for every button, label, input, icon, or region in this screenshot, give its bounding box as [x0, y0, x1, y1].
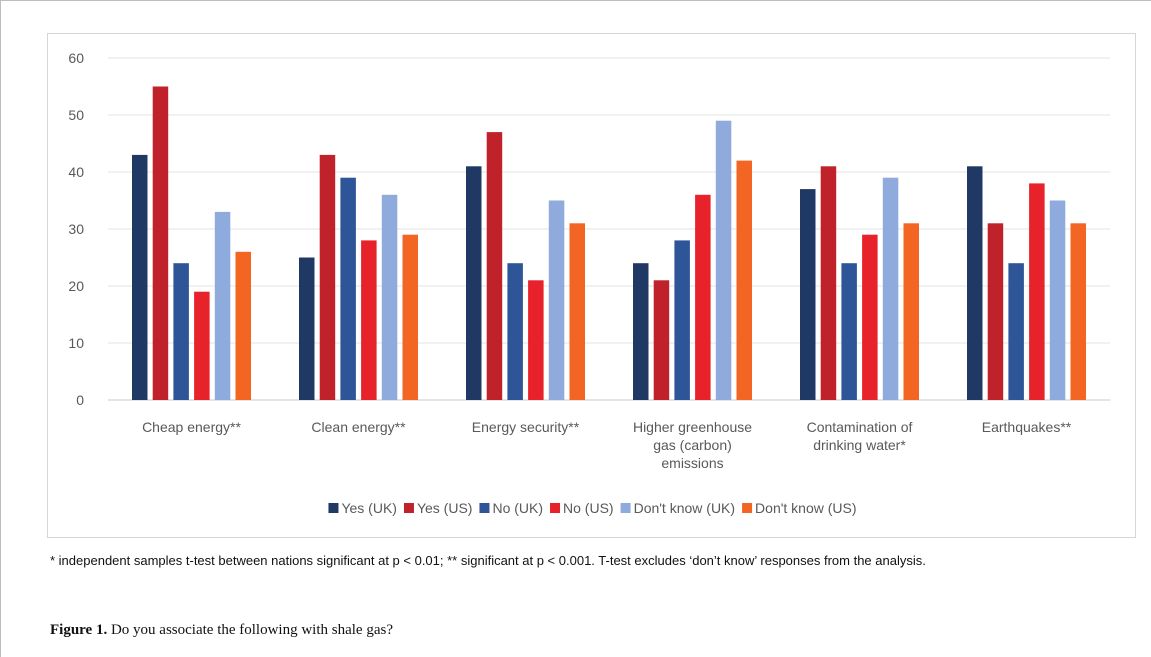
- bar: [569, 223, 585, 400]
- x-tick-label: Higher greenhouse: [633, 419, 752, 435]
- caption-text: Do you associate the following with shal…: [107, 622, 393, 638]
- figure-caption: Figure 1. Do you associate the following…: [50, 622, 393, 639]
- bar: [1070, 223, 1086, 400]
- legend-swatch: [742, 503, 753, 513]
- caption-label: Figure 1.: [50, 622, 108, 638]
- bar: [633, 263, 649, 400]
- x-tick-label: Cheap energy**: [142, 419, 241, 435]
- legend-label: No (UK): [492, 500, 543, 516]
- legend-label: No (US): [563, 500, 614, 516]
- bar: [340, 177, 356, 400]
- y-tick-label: 10: [68, 335, 84, 351]
- bar: [235, 251, 251, 400]
- bar: [1049, 200, 1066, 400]
- bar: [903, 223, 919, 400]
- bar: [548, 200, 565, 400]
- legend-swatch: [550, 503, 561, 513]
- chart-area: 0 10 20 30 40 50 60 Cheap energy** Clean energy*…: [47, 33, 1136, 538]
- x-tick-label: gas (carbon): [653, 437, 732, 453]
- bar: [820, 166, 837, 400]
- legend-swatch: [620, 503, 631, 513]
- bar: [402, 234, 418, 400]
- bar: [132, 154, 148, 400]
- x-tick-label: Contamination of: [807, 419, 913, 435]
- y-tick-label: 20: [68, 278, 84, 294]
- legend-swatch: [479, 503, 490, 513]
- legend-label: Don't know (US): [755, 500, 856, 516]
- bar: [507, 263, 523, 400]
- y-tick-label: 0: [76, 392, 84, 408]
- bar: [736, 160, 752, 400]
- y-tick-label: 50: [68, 107, 84, 123]
- footnote: * independent samples t-test between nat…: [50, 553, 926, 568]
- bar: [715, 120, 732, 400]
- bar: [194, 291, 210, 400]
- bar: [528, 280, 544, 400]
- x-tick-label: Energy security**: [472, 419, 580, 435]
- bar: [862, 234, 878, 400]
- x-tick-label: emissions: [661, 455, 723, 471]
- x-tick-label: Clean energy**: [311, 419, 406, 435]
- legend-swatch: [403, 503, 414, 513]
- y-tick-label: 60: [68, 50, 84, 66]
- bar: [967, 166, 983, 400]
- x-tick-label: drinking water*: [813, 437, 906, 453]
- bar: [214, 211, 231, 400]
- legend-label: Don't know (UK): [634, 500, 735, 516]
- legend-label: Yes (UK): [341, 500, 397, 516]
- bar: [381, 194, 398, 400]
- legend-label: Yes (US): [417, 500, 473, 516]
- bar: [841, 263, 857, 400]
- bar: [653, 280, 670, 400]
- y-tick-label: 40: [68, 164, 84, 180]
- bar: [361, 240, 377, 400]
- bar: [882, 177, 899, 400]
- y-tick-label: 30: [68, 221, 84, 237]
- bar: [1008, 263, 1024, 400]
- bar: [674, 240, 690, 400]
- bar: [319, 154, 336, 400]
- legend-swatch: [328, 503, 339, 513]
- bar: [299, 257, 315, 400]
- bar-chart: 0 10 20 30 40 50 60 Cheap energy** Clean energy*…: [68, 50, 1110, 516]
- bar: [486, 132, 503, 400]
- bar: [173, 263, 189, 400]
- bar: [466, 166, 482, 400]
- bar: [987, 223, 1004, 400]
- x-tick-label: Earthquakes**: [982, 419, 1072, 435]
- bar: [152, 86, 169, 400]
- bar: [1029, 183, 1045, 400]
- bar: [695, 194, 711, 400]
- bar: [800, 189, 816, 400]
